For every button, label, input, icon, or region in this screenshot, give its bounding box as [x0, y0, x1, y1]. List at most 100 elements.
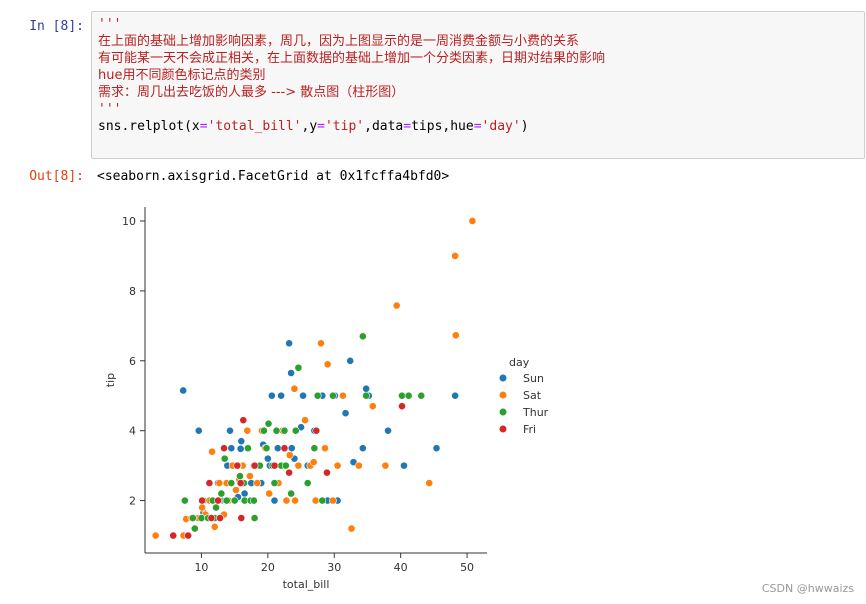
scatter-point-thur [244, 444, 252, 453]
scatter-point-sun [346, 356, 355, 365]
y-tick-label: 8 [129, 285, 136, 298]
scatter-point-sun [400, 461, 408, 470]
scatter-point-sat [294, 461, 303, 470]
code-hue-val: 'day' [481, 119, 521, 134]
scatter-point-sat [392, 301, 401, 310]
legend-title: day [509, 356, 530, 369]
x-tick-label: 30 [327, 561, 341, 574]
scatter-point-sun [358, 444, 367, 453]
comment-line-1: 在上面的基础上增加影响因素，周几，因为上图显示的是一周消费金额与小费的关系 [98, 34, 580, 49]
code-hue-kw: hue [450, 119, 474, 134]
code-x-val: 'total_bill' [207, 119, 302, 134]
code-text[interactable]: ''' 在上面的基础上增加影响因素，周几，因为上图显示的是一周消费金额与小费的关… [98, 17, 606, 134]
legend-marker-thur [498, 407, 508, 417]
code-close: ) [520, 119, 529, 134]
scatter-point-fri [205, 479, 214, 488]
scatter-point-sat [368, 402, 377, 411]
scatter-point-sat [291, 496, 299, 505]
scatter-point-fri [398, 402, 406, 411]
scatter-point-sat [215, 479, 224, 488]
scatter-point-fri [236, 479, 245, 488]
scatter-point-sat [301, 416, 309, 425]
watermark: CSDN @hwwaizs [761, 582, 854, 595]
scatter-point-thur [404, 391, 413, 400]
y-tick-label: 4 [129, 425, 136, 438]
scatter-point-sun [277, 391, 286, 400]
scatter-point-sat [381, 461, 390, 470]
scatter-point-sat [468, 217, 477, 225]
scatter-point-sat [333, 461, 342, 470]
y-tick-label: 6 [129, 355, 136, 368]
scatter-point-fri [220, 444, 228, 453]
scatter-point-sun [270, 496, 279, 505]
scatter-point-fri [184, 531, 193, 540]
code-x-kw: x [191, 119, 200, 134]
scatter-point-fri [216, 514, 224, 522]
scatter-point-thur [212, 503, 220, 512]
scatter-point-sat [338, 391, 347, 400]
scatter-point-sat [210, 522, 219, 531]
scatter-point-sun [237, 437, 246, 446]
scatter-point-sat [425, 479, 434, 488]
scatter-point-fri [250, 461, 259, 470]
y-tick-label: 10 [122, 215, 136, 228]
scatter-point-fri [285, 468, 294, 477]
scatter-point-sat [265, 489, 274, 498]
scatter-point-thur [190, 524, 199, 533]
scatter-point-fri [169, 531, 178, 540]
scatter-point-sat [208, 447, 216, 456]
scatter-point-thur [318, 496, 327, 505]
x-tick-label: 40 [394, 561, 408, 574]
scatter-point-sat [309, 458, 318, 467]
scatter-point-sun [240, 489, 249, 498]
x-axis-label: total_bill [283, 578, 330, 591]
legend-marker-sat [498, 390, 508, 400]
docstring-close: ''' [98, 102, 122, 117]
code-data-val: tips [411, 119, 443, 134]
code-input-area[interactable]: ''' 在上面的基础上增加影响因素，周几，因为上图显示的是一周消费金额与小费的关… [91, 11, 865, 159]
scatter-point-thur [272, 426, 281, 435]
scatter-point-thur [398, 391, 406, 400]
comment-line-3: hue用不同颜色标记点的类别 [98, 68, 266, 83]
scatter-point-sat [290, 384, 299, 393]
scatter-point-sun [267, 391, 276, 400]
scatter-point-thur [303, 479, 312, 488]
scatter-point-fri [323, 468, 331, 477]
scatter-point-sun [273, 444, 282, 453]
scatter-point-sun [362, 384, 371, 393]
scatter-point-thur [250, 496, 258, 505]
scatter-point-thur [259, 426, 268, 435]
scatter-point-thur [180, 496, 189, 505]
scatter-point-sat [317, 339, 325, 348]
output-repr: <seaborn.axisgrid.FacetGrid at 0x1fcffa4… [97, 169, 450, 184]
scatter-point-sat [323, 360, 332, 369]
scatter-point-sun [432, 444, 441, 453]
scatter-point-sun [285, 339, 294, 348]
x-tick-label: 20 [261, 561, 275, 574]
scatter-point-thur [270, 479, 279, 488]
docstring-open: ''' [98, 17, 122, 32]
code-y-val: 'tip' [324, 119, 365, 134]
scatter-point-sun [263, 454, 272, 463]
scatter-point-thur [197, 514, 206, 522]
scatter-point-thur [294, 363, 303, 372]
scatter-point-thur [287, 489, 295, 498]
scatter-point-thur [262, 444, 271, 453]
scatter-point-thur [291, 426, 300, 435]
scatter-point-sat [151, 531, 160, 540]
scatter-point-sat [198, 503, 207, 512]
scatter-point-sun [226, 426, 234, 435]
scatter-point-sat [329, 496, 337, 505]
scatter-point-thur [358, 332, 367, 341]
scatter-point-thur [281, 461, 290, 470]
scatter-point-sat [253, 479, 262, 488]
scatter-point-sun [299, 391, 307, 400]
scatter-point-thur [220, 454, 229, 463]
scatter-point-sun [236, 444, 245, 453]
legend-label-thur: Thur [522, 406, 549, 419]
scatter-point-sun [287, 369, 295, 377]
y-tick-label: 2 [129, 495, 136, 508]
y-axis-label: tip [104, 373, 117, 387]
output-prompt: Out[8]: [29, 169, 84, 184]
scatter-point-thur [362, 391, 371, 400]
